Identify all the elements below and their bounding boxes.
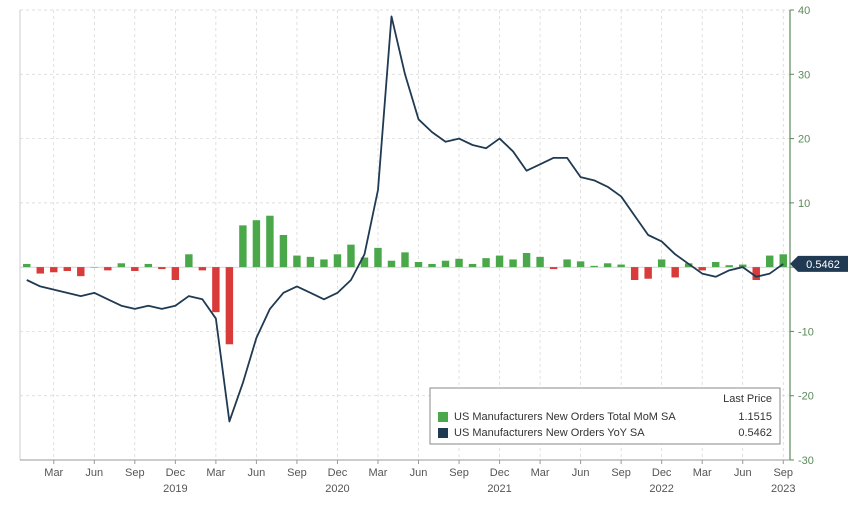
svg-text:Dec: Dec [652,467,672,479]
svg-text:Last Price: Last Price [723,393,772,405]
svg-text:10: 10 [798,198,810,210]
svg-text:-20: -20 [798,391,814,403]
svg-text:2020: 2020 [325,483,349,495]
svg-text:Sep: Sep [773,467,793,479]
svg-text:Mar: Mar [693,467,712,479]
svg-text:Dec: Dec [166,467,186,479]
svg-text:Mar: Mar [531,467,550,479]
svg-text:Sep: Sep [611,467,631,479]
svg-text:Jun: Jun [248,467,266,479]
svg-text:Dec: Dec [490,467,510,479]
svg-text:0.5462: 0.5462 [738,427,772,439]
svg-text:Sep: Sep [125,467,145,479]
orders-chart: -30-20-10010203040MarJunSepDecMarJunSepD… [0,0,848,512]
svg-text:2023: 2023 [771,483,795,495]
svg-text:1.1515: 1.1515 [738,411,772,423]
svg-text:40: 40 [798,5,810,17]
svg-text:30: 30 [798,69,810,81]
svg-text:Sep: Sep [287,467,307,479]
svg-text:2019: 2019 [163,483,187,495]
svg-text:-30: -30 [798,455,814,467]
svg-text:Jun: Jun [734,467,752,479]
svg-text:Mar: Mar [44,467,63,479]
svg-text:2021: 2021 [487,483,511,495]
svg-text:2022: 2022 [649,483,673,495]
svg-text:US Manufacturers New Orders To: US Manufacturers New Orders Total MoM SA [454,411,676,423]
svg-text:-10: -10 [798,326,814,338]
svg-text:Mar: Mar [369,467,388,479]
svg-text:Jun: Jun [410,467,428,479]
svg-text:0.5462: 0.5462 [806,259,840,271]
svg-text:Jun: Jun [572,467,590,479]
svg-text:Sep: Sep [449,467,469,479]
svg-text:Jun: Jun [85,467,103,479]
svg-text:Dec: Dec [328,467,348,479]
svg-text:US Manufacturers New Orders Yo: US Manufacturers New Orders YoY SA [454,427,645,439]
svg-text:Mar: Mar [206,467,225,479]
svg-text:20: 20 [798,134,810,146]
